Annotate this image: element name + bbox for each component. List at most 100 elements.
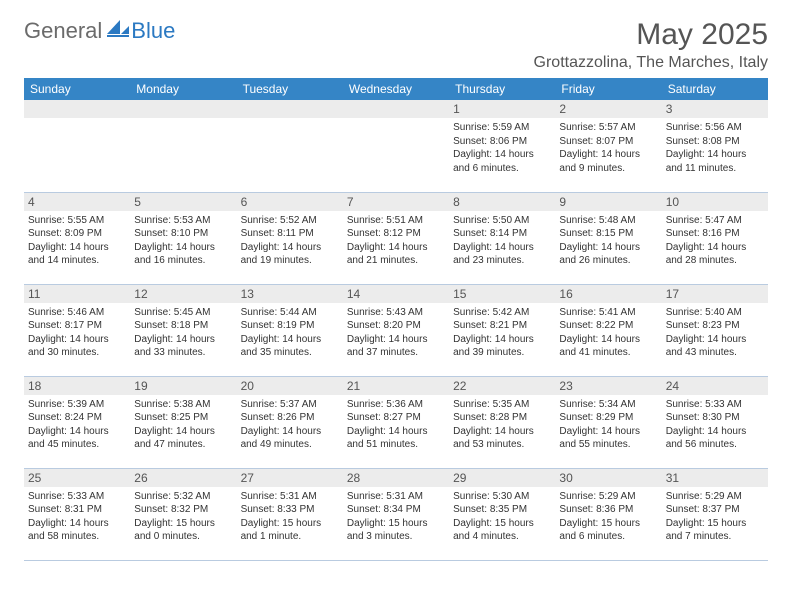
day-info: Sunrise: 5:55 AMSunset: 8:09 PMDaylight:… [28, 214, 126, 268]
daylight-text: Daylight: 14 hours and 53 minutes. [453, 425, 551, 452]
sunset-text: Sunset: 8:21 PM [453, 319, 551, 333]
sunset-text: Sunset: 8:25 PM [134, 411, 232, 425]
day-number: 14 [343, 285, 449, 303]
sunset-text: Sunset: 8:26 PM [241, 411, 339, 425]
daylight-text: Daylight: 15 hours and 1 minute. [241, 517, 339, 544]
day-cell [237, 100, 343, 192]
sunset-text: Sunset: 8:22 PM [559, 319, 657, 333]
day-number: 3 [662, 100, 768, 118]
sunrise-text: Sunrise: 5:45 AM [134, 306, 232, 320]
day-cell: 30Sunrise: 5:29 AMSunset: 8:36 PMDayligh… [555, 468, 661, 560]
sunset-text: Sunset: 8:14 PM [453, 227, 551, 241]
day-number: 13 [237, 285, 343, 303]
day-number: 12 [130, 285, 236, 303]
day-number: 31 [662, 469, 768, 487]
logo-text-general: General [24, 18, 102, 44]
day-number [130, 100, 236, 118]
sunrise-text: Sunrise: 5:44 AM [241, 306, 339, 320]
day-info: Sunrise: 5:34 AMSunset: 8:29 PMDaylight:… [559, 398, 657, 452]
sunrise-text: Sunrise: 5:41 AM [559, 306, 657, 320]
day-number: 21 [343, 377, 449, 395]
sunset-text: Sunset: 8:15 PM [559, 227, 657, 241]
day-cell: 12Sunrise: 5:45 AMSunset: 8:18 PMDayligh… [130, 284, 236, 376]
daylight-text: Daylight: 14 hours and 16 minutes. [134, 241, 232, 268]
day-number [24, 100, 130, 118]
day-number: 24 [662, 377, 768, 395]
day-cell: 26 Sunrise: 5:32 AMSunset: 8:32 PMDayligh… [130, 468, 236, 560]
sunrise-text: Sunrise: 5:30 AM [453, 490, 551, 504]
day-number: 20 [237, 377, 343, 395]
day-number: 5 [130, 193, 236, 211]
title-block: May 2025 Grottazzolina, The Marches, Ita… [534, 18, 768, 72]
sunset-text: Sunset: 8:32 PM [134, 503, 232, 517]
day-info: Sunrise: 5:35 AMSunset: 8:28 PMDaylight:… [453, 398, 551, 452]
day-number: 19 [130, 377, 236, 395]
sunset-text: Sunset: 8:33 PM [241, 503, 339, 517]
day-number: 8 [449, 193, 555, 211]
daylight-text: Daylight: 14 hours and 41 minutes. [559, 333, 657, 360]
daylight-text: Daylight: 14 hours and 51 minutes. [347, 425, 445, 452]
day-number: 11 [24, 285, 130, 303]
day-number: 4 [24, 193, 130, 211]
day-info: Sunrise: 5:32 AMSunset: 8:32 PMDaylight:… [134, 490, 232, 544]
day-info: Sunrise: 5:31 AMSunset: 8:33 PMDaylight:… [241, 490, 339, 544]
day-number: 29 [449, 469, 555, 487]
sunset-text: Sunset: 8:28 PM [453, 411, 551, 425]
sunrise-text: Sunrise: 5:31 AM [347, 490, 445, 504]
day-cell: 4 Sunrise: 5:55 AMSunset: 8:09 PMDaylight… [24, 192, 130, 284]
sunrise-text: Sunrise: 5:51 AM [347, 214, 445, 228]
calendar-body: 1Sunrise: 5:59 AMSunset: 8:06 PMDaylight… [24, 100, 768, 560]
day-cell [130, 100, 236, 192]
sunrise-text: Sunrise: 5:53 AM [134, 214, 232, 228]
dow-row: Sunday Monday Tuesday Wednesday Thursday… [24, 78, 768, 100]
sunset-text: Sunset: 8:19 PM [241, 319, 339, 333]
day-info: Sunrise: 5:51 AMSunset: 8:12 PMDaylight:… [347, 214, 445, 268]
day-number [343, 100, 449, 118]
day-cell: 17Sunrise: 5:40 AMSunset: 8:23 PMDayligh… [662, 284, 768, 376]
logo-text-blue: Blue [131, 18, 175, 44]
day-number: 28 [343, 469, 449, 487]
day-cell: 11 Sunrise: 5:46 AMSunset: 8:17 PMDayligh… [24, 284, 130, 376]
day-cell: 14 Sunrise: 5:43 AMSunset: 8:20 PMDayligh… [343, 284, 449, 376]
day-info: Sunrise: 5:43 AMSunset: 8:20 PMDaylight:… [347, 306, 445, 360]
day-number: 22 [449, 377, 555, 395]
day-info: Sunrise: 5:53 AMSunset: 8:10 PMDaylight:… [134, 214, 232, 268]
daylight-text: Daylight: 14 hours and 6 minutes. [453, 148, 551, 175]
day-number: 10 [662, 193, 768, 211]
daylight-text: Daylight: 14 hours and 49 minutes. [241, 425, 339, 452]
day-number: 26 [130, 469, 236, 487]
daylight-text: Daylight: 14 hours and 47 minutes. [134, 425, 232, 452]
day-info: Sunrise: 5:52 AMSunset: 8:11 PMDaylight:… [241, 214, 339, 268]
sunset-text: Sunset: 8:23 PM [666, 319, 764, 333]
day-info: Sunrise: 5:31 AMSunset: 8:34 PMDaylight:… [347, 490, 445, 544]
day-cell: 2Sunrise: 5:57 AMSunset: 8:07 PMDaylight… [555, 100, 661, 192]
dow-sunday: Sunday [24, 78, 130, 100]
sunset-text: Sunset: 8:11 PM [241, 227, 339, 241]
sunrise-text: Sunrise: 5:33 AM [28, 490, 126, 504]
calendar-week: 1Sunrise: 5:59 AMSunset: 8:06 PMDaylight… [24, 100, 768, 192]
sunset-text: Sunset: 8:16 PM [666, 227, 764, 241]
dow-tuesday: Tuesday [237, 78, 343, 100]
sunset-text: Sunset: 8:06 PM [453, 135, 551, 149]
day-info: Sunrise: 5:46 AMSunset: 8:17 PMDaylight:… [28, 306, 126, 360]
day-cell: 1Sunrise: 5:59 AMSunset: 8:06 PMDaylight… [449, 100, 555, 192]
day-info: Sunrise: 5:50 AMSunset: 8:14 PMDaylight:… [453, 214, 551, 268]
day-cell: 7Sunrise: 5:51 AMSunset: 8:12 PMDaylight… [343, 192, 449, 284]
logo-sail-icon [107, 20, 129, 43]
daylight-text: Daylight: 15 hours and 7 minutes. [666, 517, 764, 544]
day-cell: 25Sunrise: 5:33 AMSunset: 8:31 PMDayligh… [24, 468, 130, 560]
daylight-text: Daylight: 14 hours and 28 minutes. [666, 241, 764, 268]
day-cell: 13Sunrise: 5:44 AMSunset: 8:19 PMDayligh… [237, 284, 343, 376]
day-cell: 3Sunrise: 5:56 AMSunset: 8:08 PMDaylight… [662, 100, 768, 192]
sunrise-text: Sunrise: 5:31 AM [241, 490, 339, 504]
sunset-text: Sunset: 8:18 PM [134, 319, 232, 333]
sunrise-text: Sunrise: 5:43 AM [347, 306, 445, 320]
sunrise-text: Sunrise: 5:46 AM [28, 306, 126, 320]
sunset-text: Sunset: 8:36 PM [559, 503, 657, 517]
daylight-text: Daylight: 14 hours and 26 minutes. [559, 241, 657, 268]
day-info: Sunrise: 5:37 AMSunset: 8:26 PMDaylight:… [241, 398, 339, 452]
day-info: Sunrise: 5:39 AMSunset: 8:24 PMDaylight:… [28, 398, 126, 452]
sunrise-text: Sunrise: 5:32 AM [134, 490, 232, 504]
day-cell: 27Sunrise: 5:31 AMSunset: 8:33 PMDayligh… [237, 468, 343, 560]
day-info: Sunrise: 5:33 AMSunset: 8:30 PMDaylight:… [666, 398, 764, 452]
